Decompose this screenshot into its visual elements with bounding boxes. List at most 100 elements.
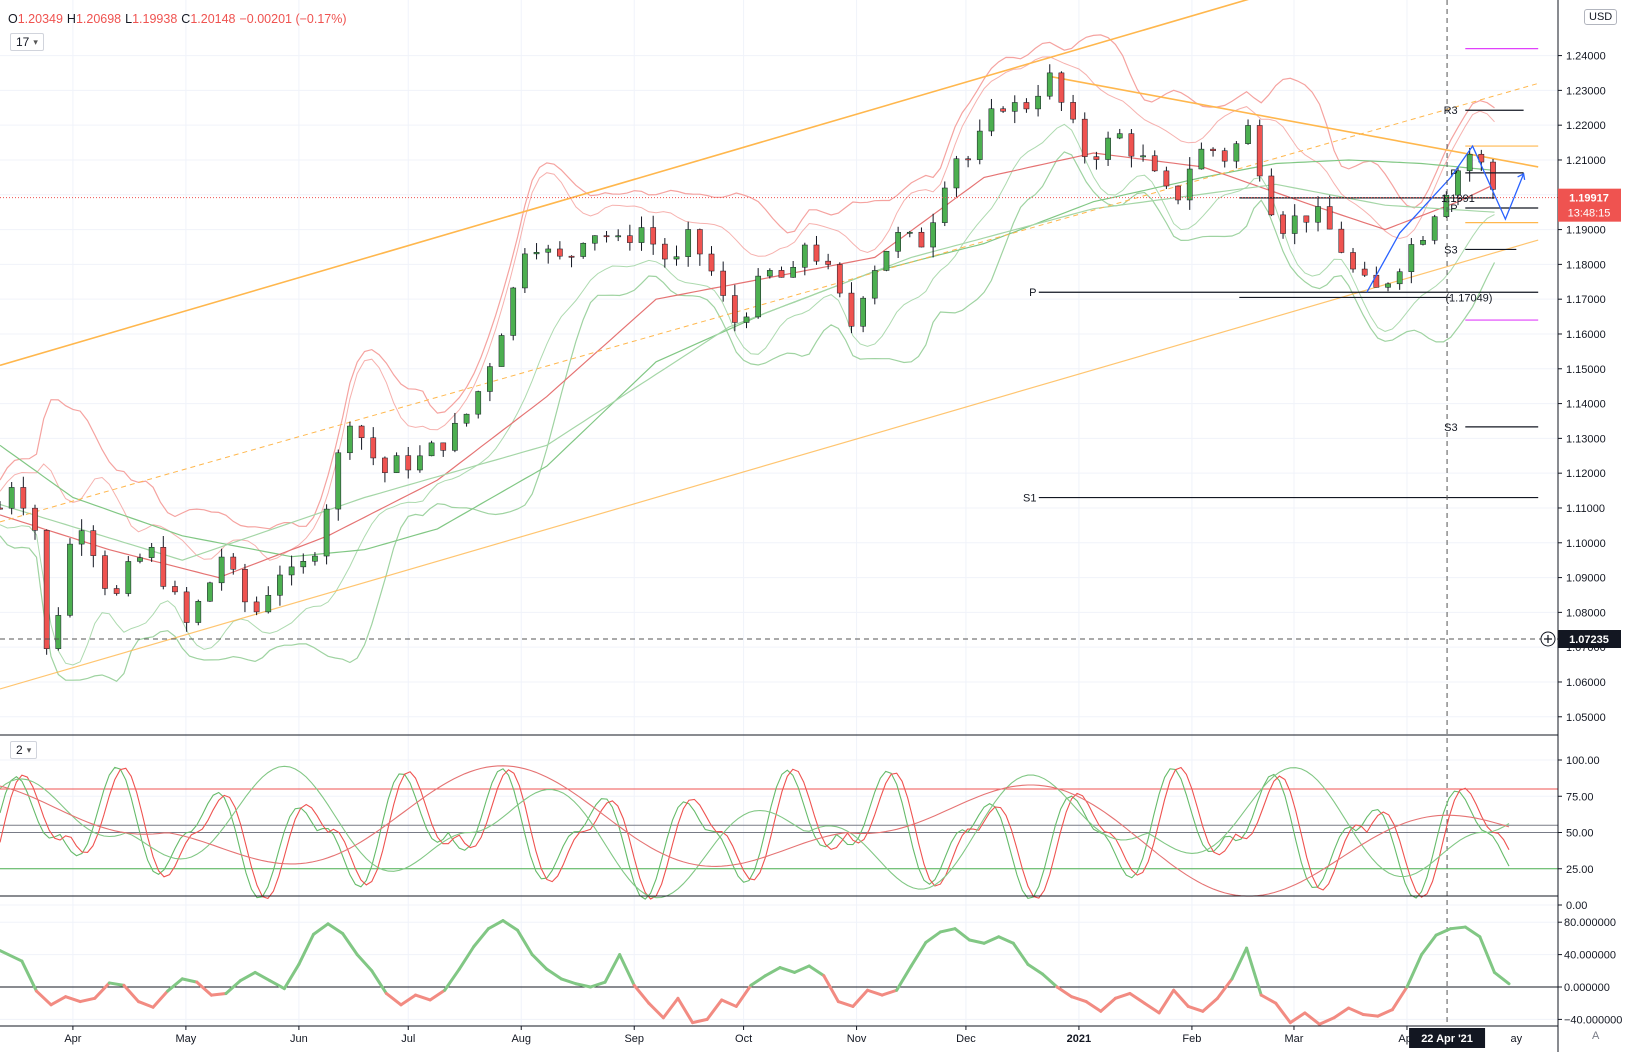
candle-body bbox=[953, 158, 960, 189]
candle-body bbox=[20, 487, 27, 509]
stoch-slow-d bbox=[0, 765, 1510, 897]
candle bbox=[836, 262, 843, 298]
ohlc-value: 1.20349 bbox=[17, 12, 63, 26]
candle bbox=[533, 243, 540, 260]
candle bbox=[498, 333, 505, 367]
pivot-label: S3 bbox=[1444, 422, 1457, 434]
momentum-segment bbox=[1347, 1006, 1365, 1017]
candle-body bbox=[603, 235, 610, 238]
candle-body bbox=[172, 586, 178, 593]
pivot-label: S3 bbox=[1444, 244, 1457, 256]
momentum-segment bbox=[588, 980, 607, 989]
momentum-segment bbox=[1303, 1011, 1321, 1026]
oscillator-tick-label: 50.00 bbox=[1566, 828, 1594, 840]
candle bbox=[1116, 128, 1123, 140]
candle-body bbox=[1128, 133, 1135, 157]
main-indicator-legend[interactable]: 17 ▾ bbox=[10, 33, 44, 51]
candle-body bbox=[498, 335, 505, 367]
price-tick-label: 1.24000 bbox=[1566, 51, 1606, 63]
momentum-segment bbox=[1113, 991, 1132, 1000]
candle-body bbox=[1420, 240, 1426, 245]
momentum-segment bbox=[909, 940, 928, 968]
candle-body bbox=[766, 270, 773, 277]
currency-button[interactable]: USD bbox=[1584, 9, 1618, 25]
candle-body bbox=[708, 253, 715, 272]
candle-body bbox=[1198, 148, 1205, 170]
momentum-segment bbox=[501, 919, 520, 932]
momentum-segment bbox=[880, 988, 899, 997]
candle bbox=[731, 284, 738, 332]
momentum-segment bbox=[311, 922, 330, 936]
candle bbox=[883, 250, 890, 272]
candle bbox=[67, 538, 73, 618]
legend-count: 2 bbox=[16, 743, 23, 757]
momentum-segment bbox=[64, 995, 82, 1004]
candle-body bbox=[113, 588, 120, 594]
candle-body bbox=[160, 547, 167, 587]
candle bbox=[253, 596, 260, 616]
candle bbox=[417, 445, 423, 473]
momentum-segment bbox=[778, 966, 797, 974]
momentum-segment bbox=[559, 977, 578, 986]
candle bbox=[627, 224, 633, 251]
candle-body bbox=[440, 442, 447, 451]
candle-body bbox=[1396, 271, 1403, 285]
candle bbox=[976, 119, 983, 165]
candle-body bbox=[1350, 252, 1356, 270]
candle bbox=[265, 586, 272, 614]
ohlc-key: C bbox=[181, 12, 191, 26]
candle-body bbox=[125, 561, 132, 594]
candle bbox=[1268, 168, 1275, 217]
candle-body bbox=[288, 566, 295, 576]
candle bbox=[393, 452, 400, 473]
candle-body bbox=[1315, 206, 1321, 223]
price-tick-label: 1.06000 bbox=[1566, 677, 1606, 689]
candle-body bbox=[673, 256, 680, 260]
momentum-segment bbox=[341, 932, 359, 957]
momentum-segment bbox=[1201, 996, 1219, 1013]
candle bbox=[1163, 166, 1170, 190]
candle bbox=[475, 390, 482, 419]
auto-scale-button[interactable]: A bbox=[1592, 1030, 1600, 1042]
momentum-segment bbox=[691, 1017, 709, 1025]
candle bbox=[358, 424, 365, 450]
momentum-segment bbox=[720, 998, 738, 1008]
candle-body bbox=[1385, 283, 1391, 288]
candle bbox=[1011, 95, 1018, 124]
pivot-label: R3 bbox=[1444, 105, 1458, 117]
momentum-segment bbox=[20, 959, 38, 993]
momentum-segment bbox=[1099, 996, 1117, 1013]
candle-body bbox=[102, 555, 108, 589]
candle bbox=[871, 265, 878, 305]
candle bbox=[487, 362, 493, 402]
momentum-segment bbox=[195, 980, 213, 997]
price-tick-label: 1.14000 bbox=[1566, 399, 1606, 411]
bollinger-upper-inner bbox=[0, 56, 1495, 561]
oscillator-legend[interactable]: 2 ▾ bbox=[10, 741, 38, 759]
candle bbox=[160, 535, 167, 590]
candle-body bbox=[277, 574, 283, 596]
mid-dashed-trendline bbox=[0, 82, 1539, 523]
candle bbox=[930, 213, 936, 258]
time-tick-label: Feb bbox=[1182, 1033, 1201, 1045]
momentum-segment bbox=[1274, 1001, 1292, 1025]
momentum-pane[interactable] bbox=[0, 919, 1558, 1026]
momentum-segment bbox=[1478, 935, 1496, 974]
candle bbox=[300, 553, 307, 574]
momentum-segment bbox=[1143, 1001, 1161, 1015]
candle bbox=[102, 550, 108, 596]
candle bbox=[1058, 71, 1065, 111]
candle-body bbox=[323, 508, 330, 557]
momentum-segment bbox=[705, 998, 724, 1021]
candle-body bbox=[1338, 228, 1345, 253]
candle-body bbox=[685, 229, 692, 257]
price-pane[interactable]: R3 P P S3 P S3 S1 1.1991 (1.17049) bbox=[0, 0, 1558, 1026]
stochastic-pane[interactable] bbox=[0, 765, 1558, 900]
candle bbox=[825, 253, 831, 270]
momentum-segment bbox=[1492, 970, 1511, 986]
candle bbox=[1256, 119, 1263, 182]
stoch-slow-k bbox=[0, 765, 1510, 899]
crosshair-date-badge bbox=[1409, 1028, 1486, 1048]
